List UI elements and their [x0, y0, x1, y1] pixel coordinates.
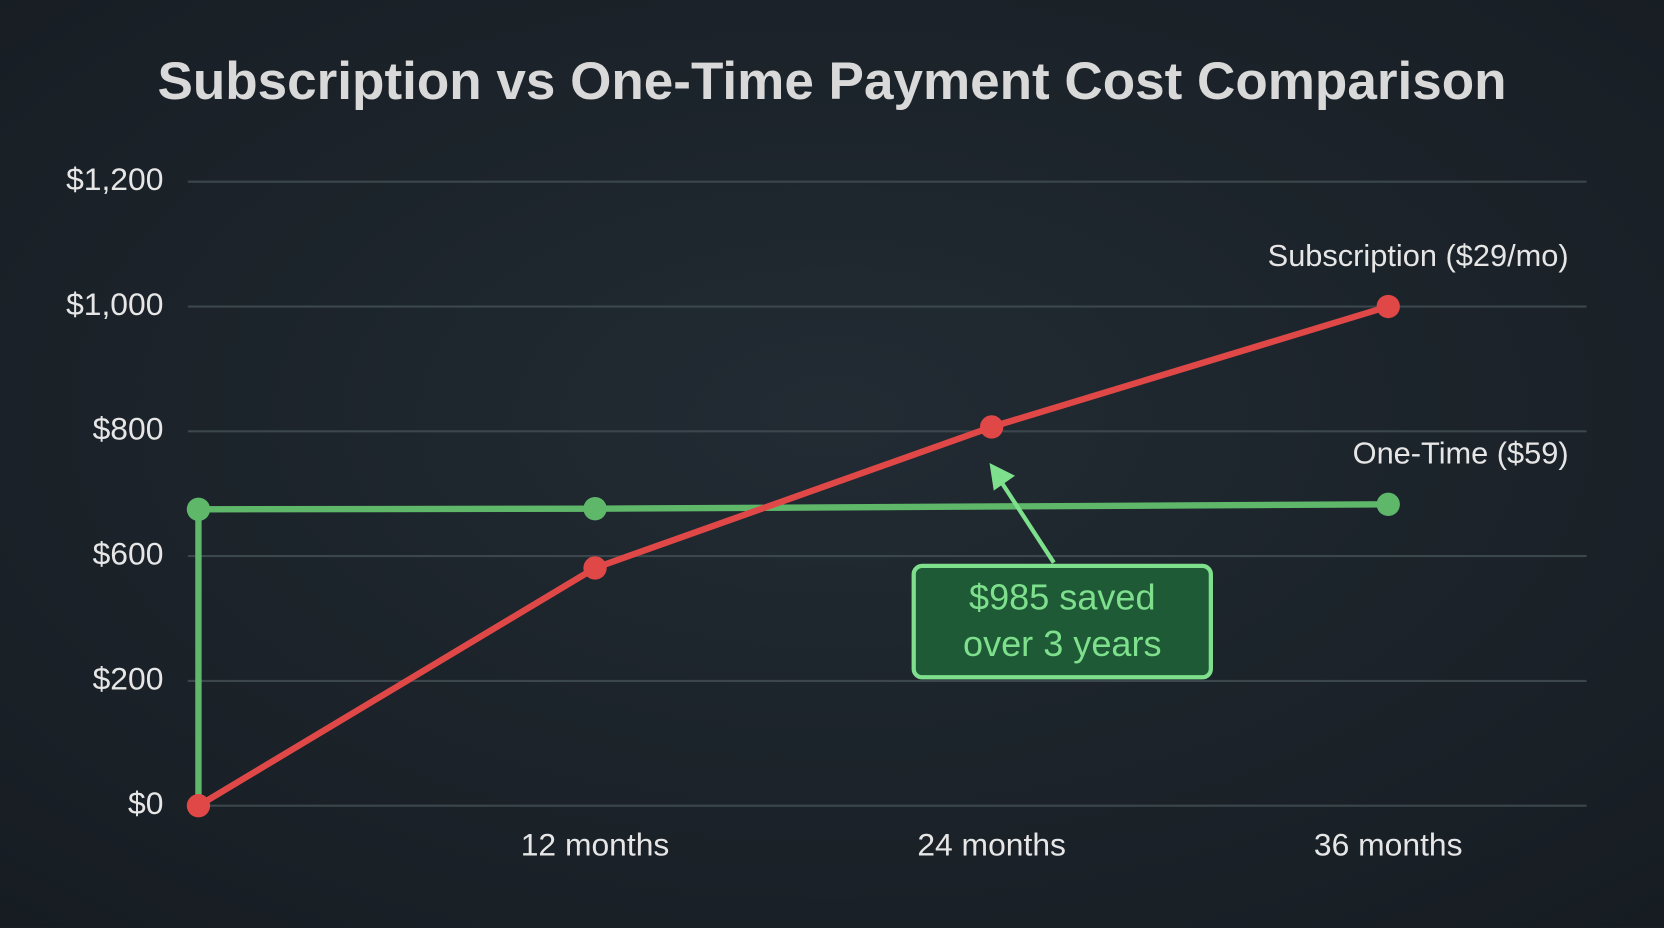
annotation-box [911, 563, 1213, 680]
data-point [186, 497, 211, 521]
data-point [583, 497, 607, 521]
y-tick-label: $1,200 [66, 161, 163, 197]
y-tick-label: $0 [128, 785, 163, 821]
x-tick-label: 12 months [521, 827, 670, 863]
y-tick-label: $800 [93, 411, 164, 447]
data-point [186, 794, 211, 818]
annotation-arrowhead [989, 463, 1015, 491]
chart-title: Subscription vs One-Time Payment Cost Co… [157, 52, 1506, 111]
data-point [583, 556, 607, 580]
series-label: One-Time ($59) [1353, 436, 1569, 471]
annotation-text: over 3 years [963, 623, 1162, 664]
series-line [195, 501, 1389, 806]
data-point [1376, 294, 1400, 319]
annotation-text: $985 saved [969, 576, 1156, 617]
annotation-arrow [994, 472, 1056, 564]
y-tick-label: $600 [93, 536, 164, 572]
series-line [196, 303, 1390, 809]
data-point [979, 415, 1004, 439]
series-label: Subscription ($29/mo) [1268, 238, 1569, 273]
y-tick-label: $200 [93, 660, 164, 696]
data-point [1376, 492, 1400, 516]
y-tick-label: $1,000 [66, 286, 163, 322]
x-tick-label: 24 months [917, 827, 1066, 863]
x-tick-label: 36 months [1314, 827, 1463, 863]
